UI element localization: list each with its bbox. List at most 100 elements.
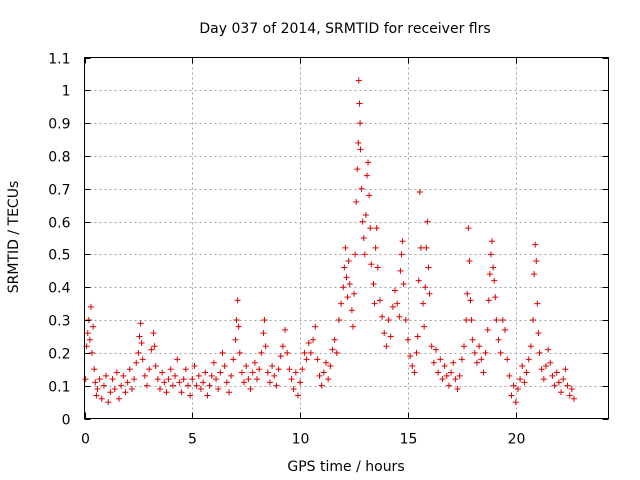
data-point bbox=[234, 297, 241, 304]
data-point bbox=[138, 340, 145, 347]
data-point bbox=[425, 264, 432, 271]
data-point bbox=[359, 218, 366, 225]
data-point bbox=[116, 395, 123, 402]
data-point bbox=[461, 343, 468, 350]
data-point bbox=[443, 372, 450, 379]
data-point bbox=[417, 244, 424, 251]
data-point bbox=[441, 362, 448, 369]
data-point bbox=[458, 356, 465, 363]
data-point bbox=[402, 317, 409, 324]
data-point bbox=[122, 389, 129, 396]
y-tick-label: 0.6 bbox=[48, 216, 70, 232]
data-point bbox=[389, 303, 396, 310]
data-point bbox=[243, 362, 250, 369]
data-point bbox=[260, 330, 267, 337]
data-point bbox=[90, 323, 97, 330]
data-point bbox=[358, 185, 365, 192]
data-point bbox=[370, 280, 377, 287]
data-point bbox=[399, 238, 406, 245]
data-point bbox=[290, 385, 297, 392]
data-point bbox=[282, 326, 289, 333]
data-point bbox=[368, 261, 375, 268]
data-point bbox=[527, 343, 534, 350]
data-point bbox=[208, 372, 215, 379]
data-point bbox=[154, 376, 161, 383]
data-point bbox=[92, 379, 99, 386]
data-point bbox=[303, 356, 310, 363]
data-point bbox=[373, 225, 380, 232]
data-point bbox=[407, 353, 414, 360]
data-point bbox=[525, 356, 532, 363]
data-point bbox=[532, 241, 539, 248]
data-point bbox=[490, 264, 497, 271]
data-point bbox=[269, 362, 276, 369]
data-point bbox=[387, 333, 394, 340]
data-point bbox=[452, 376, 459, 383]
data-point bbox=[124, 379, 131, 386]
data-point bbox=[355, 77, 362, 84]
data-point bbox=[468, 317, 475, 324]
data-point bbox=[182, 366, 189, 373]
data-point bbox=[491, 277, 498, 284]
y-tick-label: 1.1 bbox=[48, 52, 70, 68]
data-point bbox=[420, 300, 427, 307]
data-point bbox=[413, 349, 420, 356]
data-point bbox=[215, 385, 222, 392]
data-point bbox=[435, 369, 442, 376]
data-point bbox=[297, 379, 304, 386]
data-point bbox=[345, 257, 352, 264]
data-point bbox=[366, 192, 373, 199]
data-point bbox=[105, 399, 112, 406]
data-point bbox=[448, 369, 455, 376]
data-point bbox=[185, 382, 192, 389]
plot-frame bbox=[84, 57, 609, 419]
data-point bbox=[349, 323, 356, 330]
data-point bbox=[341, 264, 348, 271]
data-point bbox=[357, 120, 364, 127]
data-point bbox=[374, 264, 381, 271]
data-point bbox=[223, 379, 230, 386]
data-point bbox=[139, 356, 146, 363]
data-point bbox=[118, 382, 125, 389]
x-tick-label: 0 bbox=[81, 432, 90, 448]
y-tick-label: 0.9 bbox=[48, 117, 70, 133]
data-point bbox=[430, 359, 437, 366]
y-tick-label: 0.7 bbox=[48, 183, 70, 199]
data-point bbox=[187, 392, 194, 399]
data-point bbox=[197, 385, 204, 392]
data-point bbox=[476, 343, 483, 350]
data-point bbox=[109, 376, 116, 383]
x-tick-label: 5 bbox=[188, 432, 197, 448]
data-point bbox=[493, 317, 500, 324]
data-point bbox=[489, 238, 496, 245]
data-point bbox=[152, 362, 159, 369]
data-point bbox=[235, 323, 242, 330]
data-point bbox=[534, 300, 541, 307]
data-point bbox=[219, 349, 226, 356]
data-point bbox=[487, 251, 494, 258]
data-point bbox=[480, 369, 487, 376]
data-point bbox=[137, 320, 144, 327]
data-point bbox=[189, 376, 196, 383]
data-point bbox=[161, 379, 168, 386]
data-point bbox=[424, 218, 431, 225]
data-point bbox=[484, 326, 491, 333]
data-point bbox=[241, 379, 248, 386]
data-point bbox=[323, 359, 330, 366]
data-point bbox=[568, 385, 575, 392]
data-point bbox=[400, 280, 407, 287]
data-point bbox=[394, 300, 401, 307]
data-point bbox=[473, 359, 480, 366]
data-point bbox=[492, 294, 499, 301]
y-axis-title: SRMTID / TECUs bbox=[6, 181, 22, 294]
data-point bbox=[136, 333, 143, 340]
data-point bbox=[238, 369, 245, 376]
data-point bbox=[150, 330, 157, 337]
data-point bbox=[558, 389, 565, 396]
data-point bbox=[497, 349, 504, 356]
data-point bbox=[314, 356, 321, 363]
data-point bbox=[353, 198, 360, 205]
data-point bbox=[540, 376, 547, 383]
data-point bbox=[478, 356, 485, 363]
grid bbox=[84, 57, 609, 419]
